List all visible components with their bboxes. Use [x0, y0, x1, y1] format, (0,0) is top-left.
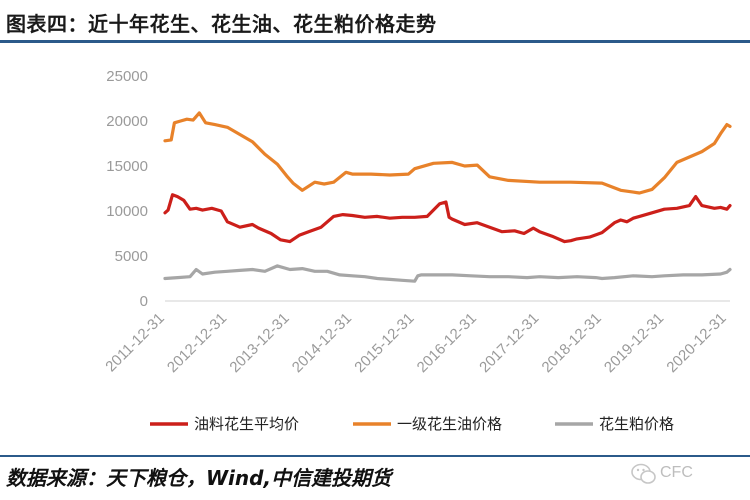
watermark-text: CFC [660, 464, 693, 481]
plot-area [163, 111, 732, 283]
y-tick-label: 25000 [106, 68, 148, 85]
y-axis: 0 5000 10000 15000 20000 25000 [106, 68, 148, 310]
y-tick-label: 0 [140, 293, 148, 310]
wechat-icon [631, 463, 656, 484]
x-tick-label: 2015-12-31 [351, 310, 417, 376]
series-line-2 [163, 264, 732, 283]
x-tick-label: 2017-12-31 [476, 310, 542, 376]
x-tick-label: 2011-12-31 [102, 310, 167, 375]
x-axis: 2011-12-312012-12-312013-12-312014-12-31… [102, 300, 730, 376]
x-tick-label: 2013-12-31 [226, 310, 292, 376]
legend-label-1: 一级花生油价格 [397, 415, 502, 433]
x-tick-label: 2020-12-31 [663, 310, 729, 376]
legend: 油料花生平均价 一级花生油价格 花生粕价格 [150, 415, 674, 433]
x-tick-label: 2018-12-31 [539, 310, 605, 376]
title-divider [0, 40, 750, 43]
watermark-logo: CFC [630, 460, 745, 490]
y-tick-label: 20000 [106, 113, 148, 130]
y-tick-label: 15000 [106, 158, 148, 175]
x-tick-label: 2019-12-31 [601, 310, 667, 376]
series-line-0 [163, 193, 732, 244]
x-tick-label: 2016-12-31 [414, 310, 480, 376]
source-divider [0, 455, 750, 457]
x-tick-label: 2014-12-31 [289, 310, 355, 376]
series-line-1 [163, 111, 732, 195]
legend-label-0: 油料花生平均价 [194, 415, 299, 433]
y-tick-label: 10000 [106, 203, 148, 220]
source-note: 数据来源：天下粮仓，Wind,中信建投期货 [6, 466, 392, 490]
chart-title: 图表四：近十年花生、花生油、花生粕价格走势 [6, 12, 437, 36]
line-chart: 0 5000 10000 15000 20000 25000 2011-12-312012… [102, 68, 732, 433]
legend-label-2: 花生粕价格 [599, 415, 674, 433]
x-tick-label: 2012-12-31 [164, 310, 230, 376]
y-tick-label: 5000 [115, 248, 148, 265]
